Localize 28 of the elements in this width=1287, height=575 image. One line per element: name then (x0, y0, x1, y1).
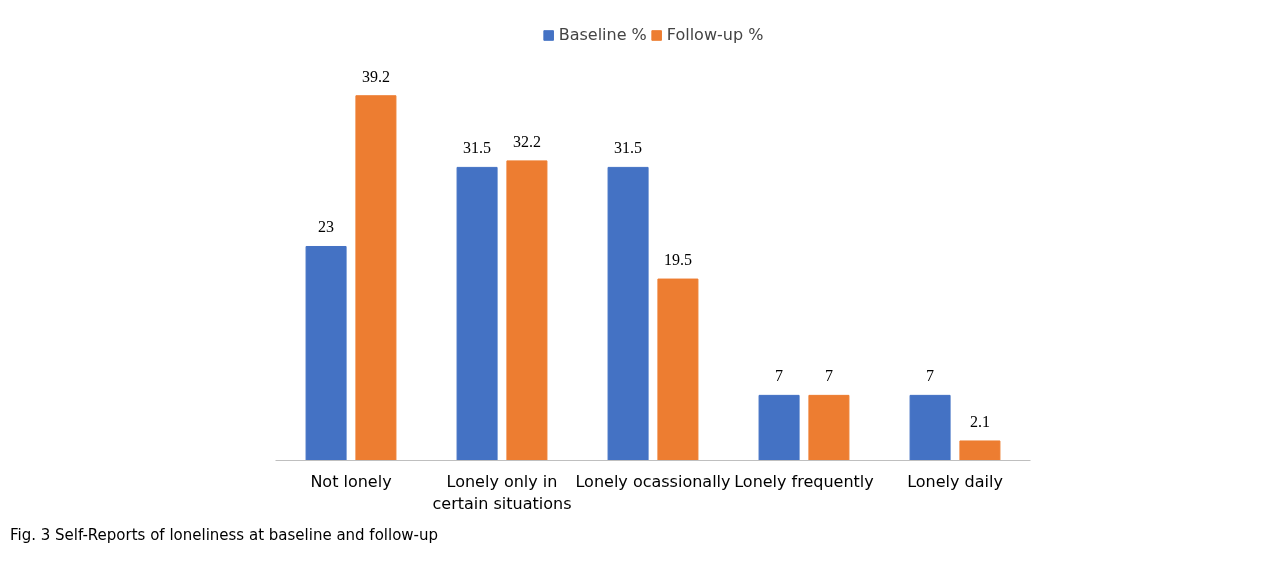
data-label: 31.5 (614, 139, 643, 157)
data-label: 31.5 (463, 139, 492, 157)
caption: Fig. 3 Self-Reports of loneliness at baseline and follow-up (10, 525, 439, 546)
bar (456, 166, 498, 461)
bar (305, 245, 347, 461)
bar (808, 394, 850, 461)
data-label: 23 (318, 218, 335, 236)
data-label: 39.2 (361, 67, 390, 85)
x-tick-label: Lonely only in certain situations (432, 471, 572, 514)
data-label: 7 (926, 367, 935, 385)
x-tick-label: Lonely frequently (734, 471, 874, 491)
data-label: 19.5 (663, 251, 692, 269)
bar (506, 160, 548, 461)
data-label: 32.2 (512, 132, 541, 150)
x-tick-label: Lonely ocassionally (575, 471, 731, 491)
legend-label: Follow-up % (666, 25, 764, 44)
legend-label: Baseline % (558, 25, 647, 44)
bar (657, 278, 699, 461)
x-tick-label: Not lonely (310, 471, 392, 491)
data-label: 2.1 (969, 412, 990, 430)
data-label: 7 (824, 367, 833, 385)
bar (607, 166, 649, 461)
bar (909, 394, 951, 461)
x-tick-label: Lonely daily (907, 471, 1003, 491)
bar (758, 394, 800, 461)
data-label: 7 (775, 367, 784, 385)
bar (355, 95, 397, 461)
bar (959, 440, 1001, 461)
